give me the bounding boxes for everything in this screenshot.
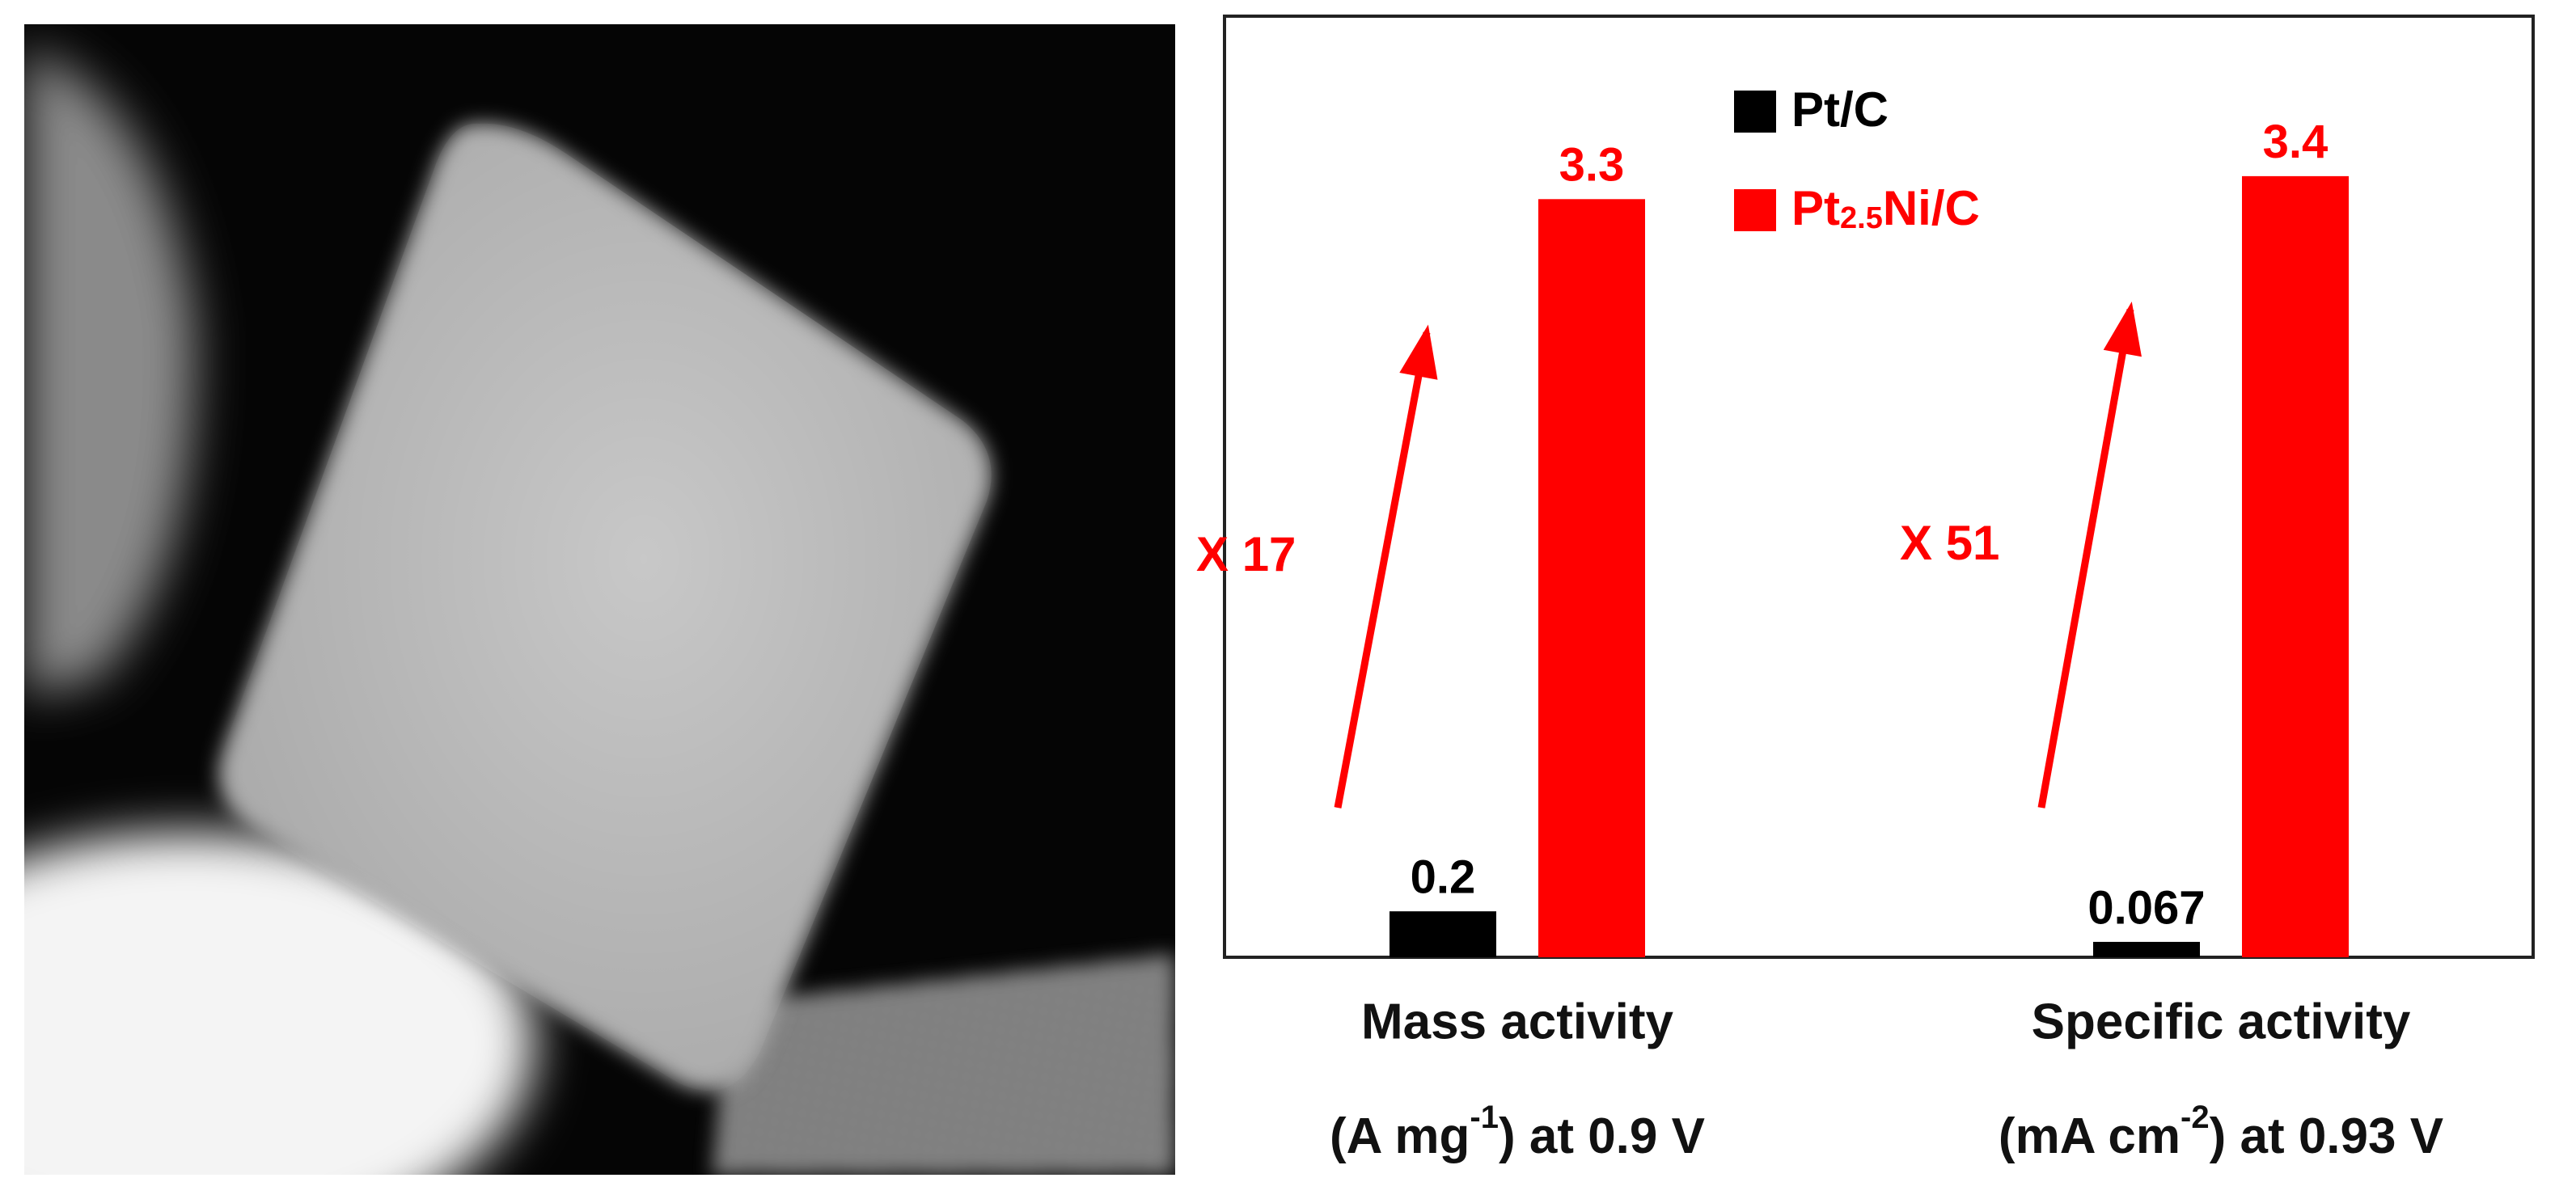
- bar: [2093, 941, 2200, 957]
- value-label: 0.2: [1411, 851, 1476, 903]
- annotation: X 51: [1900, 516, 1999, 570]
- legend-swatch: [1734, 189, 1776, 231]
- bar: [1390, 911, 1496, 957]
- arrow-shaft: [1334, 331, 1431, 808]
- plot: 0.2 0.067 Pt/C 3.3 3.4 Pt2.5Ni/C Mass activity…: [1196, 82, 2443, 1165]
- x-tick-label: Specific activity: [2032, 994, 2411, 1049]
- value-label: 3.4: [2263, 116, 2329, 168]
- bar: [2242, 175, 2349, 957]
- micrograph: [24, 24, 1175, 1175]
- arrow-head: [2103, 302, 2142, 357]
- arrow-shaft: [2037, 309, 2134, 808]
- value-label: 0.067: [2087, 881, 2205, 934]
- x-axis-unit: (A mg-1) at 0.9 V: [1330, 1100, 1705, 1165]
- legend-label: Pt2.5Ni/C: [1791, 181, 1980, 235]
- legend-swatch: [1734, 91, 1776, 133]
- annotation: X 17: [1196, 527, 1296, 581]
- bar: [1538, 199, 1645, 957]
- value-label: 3.3: [1559, 139, 1625, 192]
- legend-label: Pt/C: [1791, 82, 1889, 137]
- x-axis-unit: (mA cm-2) at 0.93 V: [1999, 1100, 2443, 1165]
- arrow-head: [1399, 324, 1438, 380]
- x-tick-label: Mass activity: [1361, 994, 1674, 1049]
